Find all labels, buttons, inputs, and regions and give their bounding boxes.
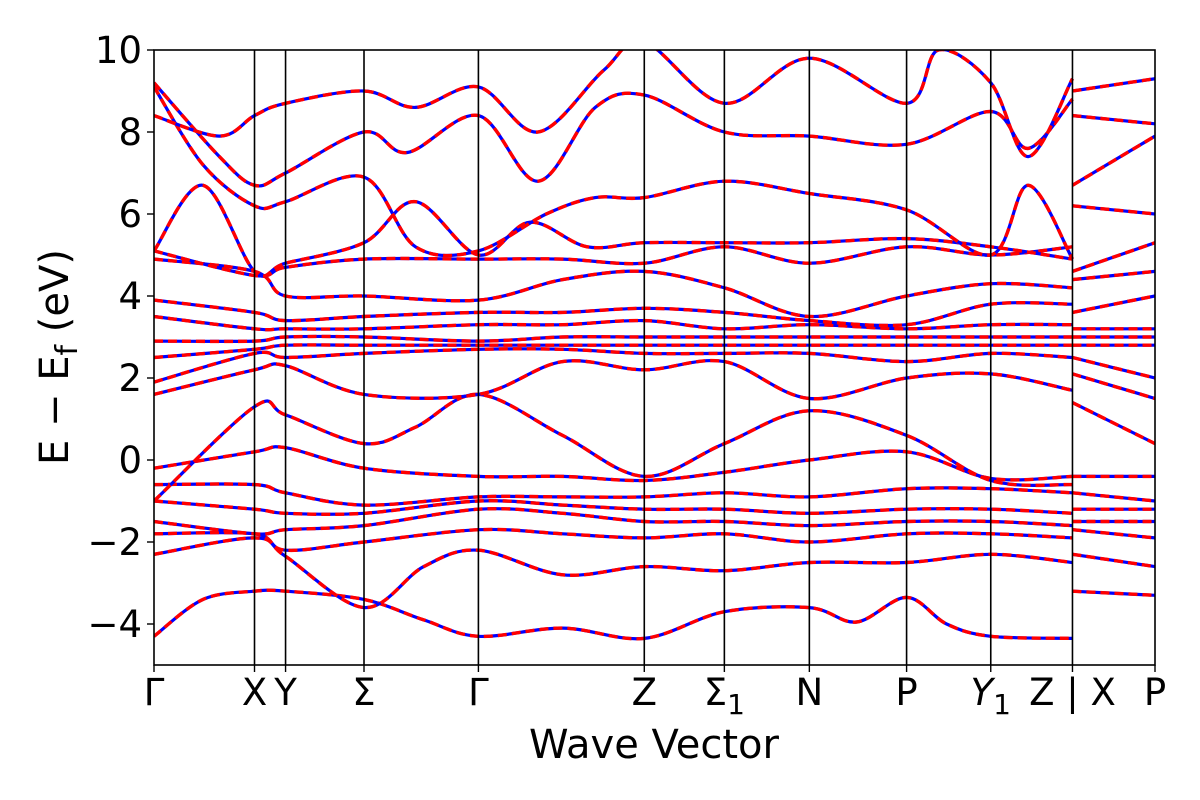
wannier-band-1 xyxy=(154,588,1155,641)
x-tick-label-7: N xyxy=(796,671,824,714)
x-tick-label-9: Y1 xyxy=(971,671,1011,721)
x-tick-label-0: Γ xyxy=(144,671,165,714)
x-tick-label-2: Y xyxy=(273,671,297,714)
x-tick-label-1: X xyxy=(242,671,267,714)
band-lines xyxy=(154,50,1155,641)
dft-band-16 xyxy=(154,241,1155,278)
x-tick-label-4: Γ xyxy=(468,671,489,714)
y-tick-label-6: 8 xyxy=(118,111,142,154)
dft-band-14 xyxy=(154,294,1155,328)
y-tick-label-1: −2 xyxy=(87,521,142,564)
dft-band-19 xyxy=(154,81,1155,188)
dft-band-4 xyxy=(154,506,1155,536)
plot-frame xyxy=(153,49,1156,666)
dft-band-11 xyxy=(154,343,1155,360)
dft-band-3 xyxy=(154,527,1155,553)
x-axis-label: Wave Vector xyxy=(529,722,780,768)
wannier-band-13 xyxy=(154,314,1155,332)
x-tick-label-3: Σ xyxy=(352,671,375,714)
x-tick-label-8: P xyxy=(895,671,917,714)
y-tick-label-4: 4 xyxy=(118,275,142,318)
dft-band-1 xyxy=(154,588,1155,641)
x-tick-label-11: P xyxy=(1144,671,1166,714)
wannier-band-9 xyxy=(154,359,1155,401)
x-tick-label-5: Z xyxy=(632,671,657,714)
wannier-band-5 xyxy=(154,499,1155,516)
wannier-band-6 xyxy=(154,482,1155,507)
wannier-band-8 xyxy=(154,392,1155,503)
dft-band-8 xyxy=(154,392,1155,503)
dft-band-18 xyxy=(154,85,1155,260)
y-tick-label-0: −4 xyxy=(87,603,142,646)
dft-band-7 xyxy=(154,445,1155,483)
y-tick-label-5: 6 xyxy=(118,193,142,236)
dft-band-13 xyxy=(154,314,1155,332)
y-tick-label-3: 2 xyxy=(118,357,142,400)
wannier-band-12 xyxy=(154,334,1155,344)
y-tick-label-2: 0 xyxy=(118,439,142,482)
dft-band-10 xyxy=(154,347,1155,384)
y-tick-label-7: 10 xyxy=(95,29,142,72)
x-tick-label-10: Z | X xyxy=(1029,671,1116,714)
x-tick-label-6: Σ1 xyxy=(704,671,745,721)
dft-band-9 xyxy=(154,358,1155,401)
wannier-band-3 xyxy=(154,527,1155,552)
y-axis-label: E − Ef (eV) xyxy=(32,249,85,465)
kpoint-dividers xyxy=(253,50,1074,665)
dft-band-5 xyxy=(154,499,1155,517)
y-axis-ticks: −4 −2 0 2 4 6 8 10 xyxy=(87,29,154,646)
dft-band-6 xyxy=(154,482,1155,507)
x-axis-ticks: Γ X Y Σ Γ Z Σ1 N P Y1 Z | X P xyxy=(144,665,1166,721)
dft-band-17 xyxy=(154,183,1155,278)
dft-band-12 xyxy=(154,334,1155,344)
